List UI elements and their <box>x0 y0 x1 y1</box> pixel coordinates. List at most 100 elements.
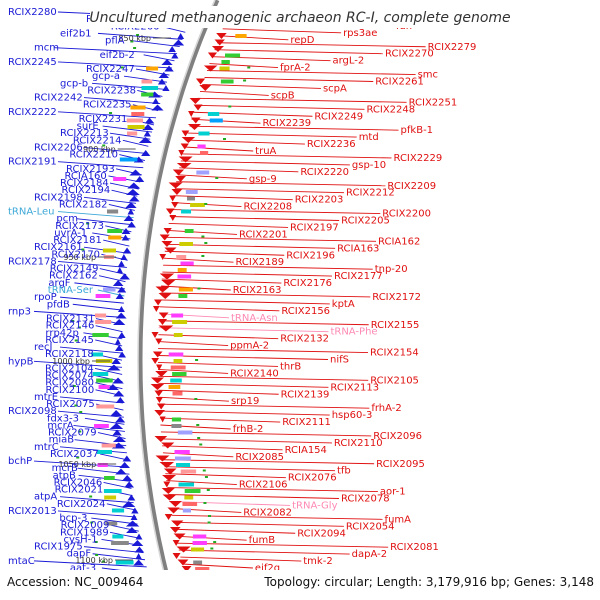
gene-label-rcix2094: RCIX2094 <box>297 528 346 539</box>
reverse-gene-mark <box>190 117 201 124</box>
gene-label-rcix2279: RCIX2279 <box>428 42 477 53</box>
forward-gene-mark <box>127 208 135 215</box>
gene-label-rcix2201: RCIX2201 <box>239 229 288 240</box>
connector-line <box>59 346 123 354</box>
gene-label-rcix2181: RCIX2181 <box>53 235 102 246</box>
cog-block <box>111 508 125 513</box>
gene-label-rcix2106: RCIX2106 <box>239 480 288 491</box>
cog-block <box>172 320 188 324</box>
reverse-gene-mark <box>176 546 191 553</box>
backbone-highlight <box>137 0 216 600</box>
gene-label-rcix2082: RCIX2082 <box>243 507 292 518</box>
cog-block <box>127 131 138 136</box>
forward-gene-mark <box>127 494 136 501</box>
gene-label-rcix2081: RCIX2081 <box>390 542 439 553</box>
connector-line <box>204 77 374 82</box>
cog-block <box>199 151 209 155</box>
gene-label-rcix2214: RCIX2214 <box>73 135 122 146</box>
gene-label-rcix2021: RCIX2021 <box>55 485 104 496</box>
gene-label-rpop: rpoP <box>34 292 57 303</box>
gene-label-rrp42p: rrp42p <box>45 328 78 339</box>
reverse-gene-mark <box>163 468 177 475</box>
gene-label-aor-1: aor-1 <box>380 487 406 498</box>
feature-dot <box>202 469 206 472</box>
feature-dot <box>90 521 94 524</box>
cog-block <box>176 255 187 259</box>
gene-label-hypb: hypB <box>8 356 34 367</box>
gene-label-bchp: bchP <box>8 456 32 467</box>
reverse-gene-mark <box>181 566 192 572</box>
feature-tracks <box>71 33 251 572</box>
feature-dot <box>197 437 201 439</box>
gene-label-trna-phe: tRNA-Phe <box>330 327 377 338</box>
connector-line <box>177 174 247 180</box>
cog-block <box>141 92 154 97</box>
feature-dot <box>86 222 90 225</box>
connector-line <box>179 167 299 173</box>
reverse-gene-mark <box>214 39 225 46</box>
gene-label-rcix2238: RCIX2238 <box>87 85 136 96</box>
forward-gene-mark <box>125 202 137 208</box>
forward-gene-mark <box>112 377 124 384</box>
reverse-gene-mark <box>167 507 180 514</box>
connector-line <box>195 104 365 110</box>
connector-line <box>197 97 407 103</box>
gene-label-rcix2191: RCIX2191 <box>8 157 57 168</box>
forward-gene-mark <box>114 345 124 351</box>
forward-gene-mark <box>151 104 164 111</box>
cog-block <box>107 209 119 214</box>
gene-label-rcix2140: RCIX2140 <box>230 368 279 379</box>
cog-block <box>141 79 153 84</box>
gene-label-tnp-20: tnp-20 <box>375 264 408 275</box>
reverse-gene-mark <box>207 52 218 59</box>
gene-label-rcix2024: RCIX2024 <box>57 499 106 510</box>
gene-label-rcia162: RCIA162 <box>378 236 420 247</box>
gene-label-rcix2149: RCIX2149 <box>50 264 99 275</box>
connector-line <box>57 111 157 119</box>
gene-label-repd: repD <box>290 35 314 46</box>
reverse-gene-mark <box>171 202 179 208</box>
cog-block <box>102 287 116 292</box>
gene-label-tfb: tfb <box>337 466 351 477</box>
reverse-gene-mark <box>157 319 168 325</box>
forward-gene-mark <box>121 475 133 481</box>
cog-block <box>107 229 123 233</box>
reverse-gene-mark <box>169 215 177 221</box>
connector-line <box>168 494 339 499</box>
cog-block <box>108 235 122 240</box>
gene-label-fumb: fumB <box>249 535 276 546</box>
gene-label-rcix2231: RCIX2231 <box>79 114 128 125</box>
cog-block <box>168 385 181 389</box>
gene-label-rcix2074: RCIX2074 <box>45 371 94 382</box>
feature-dot <box>206 489 210 491</box>
gene-label-fpra-2: fprA-2 <box>280 63 311 74</box>
gene-label-rcix2249: RCIX2249 <box>314 111 363 122</box>
gene-label-rcix2194: RCIX2194 <box>62 185 111 196</box>
forward-gene-mark <box>111 358 121 364</box>
genome-summary: Topology: circular; Length: 3,179,916 bp… <box>263 575 594 589</box>
cog-block <box>145 66 159 71</box>
feature-dot <box>79 411 83 413</box>
cog-block <box>171 424 182 428</box>
gene-label-rcix2098: RCIX2098 <box>8 406 57 417</box>
reverse-gene-mark <box>189 98 202 104</box>
reverse-gene-mark <box>171 189 183 195</box>
forward-gene-mark <box>125 520 140 527</box>
connector-line <box>180 556 302 562</box>
connector-line <box>106 503 135 511</box>
gene-label-atpa: atpA <box>34 492 57 503</box>
gene-label-tmk-2: tmk-2 <box>303 556 332 567</box>
cog-block <box>184 229 194 233</box>
gene-label-rcix2013: RCIX2013 <box>8 506 57 517</box>
gene-label-rcix2054: RCIX2054 <box>346 521 395 532</box>
map-title: Uncultured methanogenic archaeon RC-I, c… <box>89 10 510 26</box>
gene-label-uvra-1: uvrA-1 <box>54 228 87 239</box>
feature-dot <box>201 235 205 238</box>
connector-line <box>162 452 234 458</box>
gene-label-rcix2176: RCIX2176 <box>283 278 332 289</box>
connector-line <box>217 42 426 48</box>
cog-block <box>219 66 230 71</box>
forward-gene-mark <box>113 319 126 325</box>
cog-block <box>101 443 116 448</box>
gene-label-rcix2210: RCIX2210 <box>69 150 118 161</box>
